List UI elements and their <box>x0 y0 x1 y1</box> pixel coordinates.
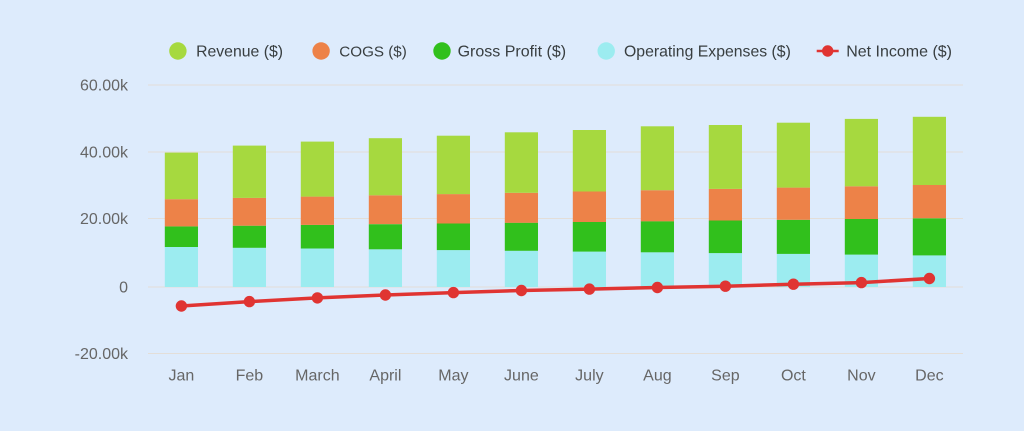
svg-text:June: June <box>504 367 539 384</box>
svg-text:Jan: Jan <box>169 367 195 384</box>
svg-text:Revenue ($): Revenue ($) <box>196 44 283 61</box>
svg-text:COGS ($): COGS ($) <box>339 44 407 61</box>
svg-text:Nov: Nov <box>847 367 875 384</box>
svg-text:0: 0 <box>119 280 128 297</box>
svg-text:Gross Profit ($): Gross Profit ($) <box>458 44 566 61</box>
svg-text:Sep: Sep <box>711 367 740 384</box>
svg-text:Feb: Feb <box>236 367 264 384</box>
svg-text:March: March <box>295 367 339 384</box>
svg-text:20.00k: 20.00k <box>80 211 129 228</box>
svg-text:Aug: Aug <box>643 367 671 384</box>
svg-text:60.00k: 60.00k <box>80 78 129 95</box>
svg-text:Operating Expenses ($): Operating Expenses ($) <box>624 44 791 61</box>
svg-text:Net Income ($): Net Income ($) <box>846 44 952 61</box>
svg-text:Oct: Oct <box>781 367 806 384</box>
svg-text:-20.00k: -20.00k <box>75 346 129 363</box>
svg-text:40.00k: 40.00k <box>80 145 129 162</box>
svg-text:July: July <box>575 367 603 384</box>
svg-text:Dec: Dec <box>915 367 943 384</box>
svg-text:May: May <box>438 367 468 384</box>
svg-text:April: April <box>369 367 401 384</box>
